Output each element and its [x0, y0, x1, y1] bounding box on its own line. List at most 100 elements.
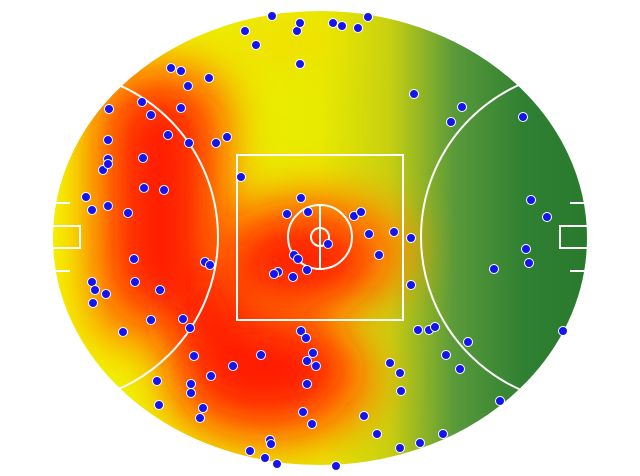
point	[356, 207, 366, 217]
point	[137, 97, 147, 107]
point	[269, 269, 279, 279]
point	[409, 89, 419, 99]
point	[195, 413, 205, 423]
point	[385, 358, 395, 368]
point	[328, 18, 338, 28]
point	[266, 439, 276, 449]
point	[430, 322, 440, 332]
point	[155, 285, 165, 295]
point	[146, 110, 156, 120]
point	[363, 12, 373, 22]
point	[90, 285, 100, 295]
point	[296, 326, 306, 336]
point	[282, 209, 292, 219]
point	[186, 379, 196, 389]
point	[152, 376, 162, 386]
point	[211, 138, 221, 148]
point	[186, 388, 196, 398]
point	[222, 132, 232, 142]
point	[323, 239, 333, 249]
point	[159, 185, 169, 195]
point	[295, 59, 305, 69]
point	[293, 254, 303, 264]
point	[301, 333, 311, 343]
point	[228, 361, 238, 371]
point	[359, 411, 369, 421]
point	[260, 453, 270, 463]
point	[176, 103, 186, 113]
point	[104, 104, 114, 114]
point	[395, 443, 405, 453]
point	[558, 326, 568, 336]
point	[396, 386, 406, 396]
point	[495, 396, 505, 406]
point	[298, 407, 308, 417]
point	[526, 195, 536, 205]
point	[103, 135, 113, 145]
point	[406, 280, 416, 290]
point	[521, 244, 531, 254]
point	[302, 356, 312, 366]
point	[524, 258, 534, 268]
point	[337, 21, 347, 31]
point	[103, 201, 113, 211]
point	[307, 419, 317, 429]
point	[245, 446, 255, 456]
point	[267, 11, 277, 21]
point	[178, 314, 188, 324]
point	[183, 81, 193, 91]
point	[118, 327, 128, 337]
point	[441, 350, 451, 360]
point	[364, 229, 374, 239]
point	[88, 298, 98, 308]
point	[206, 371, 216, 381]
point	[81, 192, 91, 202]
point	[331, 461, 341, 471]
point	[129, 254, 139, 264]
point	[184, 138, 194, 148]
point	[288, 272, 298, 282]
point	[295, 18, 305, 28]
point	[406, 233, 416, 243]
point	[413, 325, 423, 335]
point	[205, 260, 215, 270]
point	[240, 26, 250, 36]
point	[163, 130, 173, 140]
heatmap	[52, 10, 588, 466]
point	[463, 337, 473, 347]
point	[542, 212, 552, 222]
point	[457, 102, 467, 112]
point	[146, 315, 156, 325]
point	[130, 277, 140, 287]
point	[455, 364, 465, 374]
field-lines	[51, 9, 589, 467]
point	[101, 289, 111, 299]
point	[303, 207, 313, 217]
point	[185, 323, 195, 333]
point	[353, 23, 363, 33]
point	[272, 459, 282, 469]
point	[87, 205, 97, 215]
point	[176, 66, 186, 76]
point	[374, 250, 384, 260]
point	[198, 403, 208, 413]
point	[438, 429, 448, 439]
point	[395, 368, 405, 378]
point	[236, 172, 246, 182]
point	[189, 351, 199, 361]
point	[311, 361, 321, 371]
point	[103, 159, 113, 169]
point	[139, 183, 149, 193]
point	[518, 112, 528, 122]
point	[372, 429, 382, 439]
point	[489, 264, 499, 274]
point	[302, 379, 312, 389]
point	[296, 193, 306, 203]
point	[302, 265, 312, 275]
point	[251, 40, 261, 50]
point	[256, 350, 266, 360]
point	[123, 208, 133, 218]
point	[415, 438, 425, 448]
